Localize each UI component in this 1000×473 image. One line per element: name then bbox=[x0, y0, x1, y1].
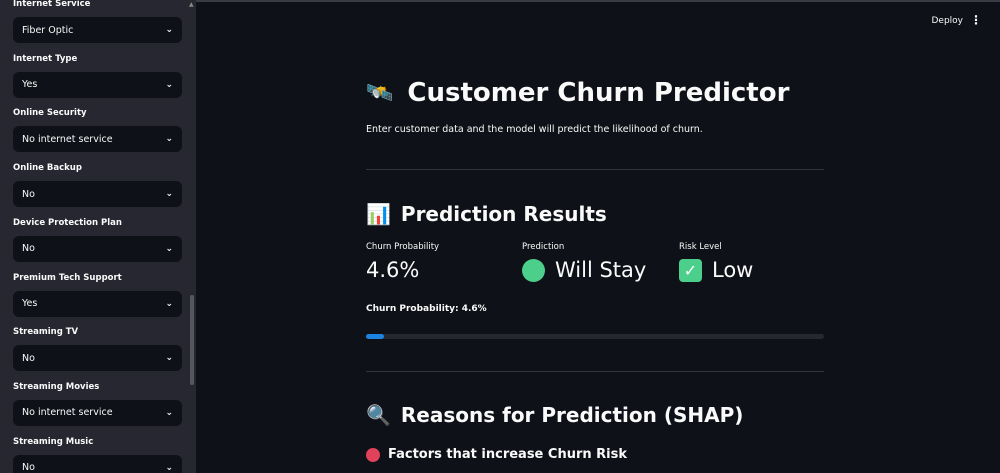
divider bbox=[366, 169, 824, 170]
select-value: No internet service bbox=[22, 133, 113, 145]
sidebar-field: Streaming Movies No internet service ⌄ bbox=[13, 382, 182, 426]
check-mark-icon: ✓ bbox=[679, 258, 702, 282]
select-value: No bbox=[22, 188, 35, 200]
sidebar-field: Streaming Music No ⌄ bbox=[13, 437, 182, 473]
page-subtitle: Enter customer data and the model will p… bbox=[366, 124, 703, 135]
progress-fill bbox=[366, 334, 384, 339]
field-label: Online Security bbox=[13, 108, 87, 119]
field-label: Streaming TV bbox=[13, 327, 79, 338]
deploy-button[interactable]: Deploy bbox=[931, 16, 963, 26]
red-circle-icon bbox=[366, 447, 380, 462]
scroll-up-icon[interactable]: ▲ bbox=[189, 1, 194, 8]
chevron-down-icon: ⌄ bbox=[165, 462, 173, 473]
divider bbox=[366, 371, 824, 372]
chevron-down-icon: ⌄ bbox=[165, 134, 173, 145]
select-value: Yes bbox=[22, 79, 38, 91]
select-box[interactable]: No internet service ⌄ bbox=[13, 126, 182, 153]
reasons-heading: 🔍 Reasons for Prediction (SHAP) bbox=[366, 403, 744, 427]
select-box[interactable]: Yes ⌄ bbox=[13, 71, 182, 98]
sidebar-scrollbar[interactable] bbox=[190, 295, 194, 385]
select-value: Fiber Optic bbox=[22, 24, 74, 36]
field-label: Online Backup bbox=[13, 163, 82, 174]
select-value: No bbox=[22, 462, 35, 473]
churn-progress-bar bbox=[366, 334, 824, 339]
select-value: No bbox=[22, 352, 35, 364]
sidebar-field: Online Backup No ⌄ bbox=[13, 163, 182, 208]
select-box[interactable]: No internet service ⌄ bbox=[13, 399, 182, 426]
select-value: No internet service bbox=[22, 407, 113, 419]
sidebar: Internet Service Fiber Optic ⌄ Internet Ty… bbox=[0, 0, 196, 473]
page-title: 🛰️ Customer Churn Predictor bbox=[366, 78, 790, 108]
chevron-down-icon: ⌄ bbox=[165, 353, 173, 364]
sidebar-field: Device Protection Plan No ⌄ bbox=[13, 218, 182, 262]
sidebar-field: Internet Type Yes ⌄ bbox=[13, 54, 182, 98]
satellite-icon: 🛰️ bbox=[366, 80, 394, 106]
select-value: Yes bbox=[22, 298, 38, 309]
select-value: No bbox=[22, 243, 35, 255]
select-box[interactable]: Yes ⌄ bbox=[13, 290, 182, 317]
bar-chart-icon: 📊 bbox=[366, 202, 391, 226]
main-menu-icon[interactable]: ⋮ bbox=[970, 13, 982, 27]
select-box[interactable]: No ⌄ bbox=[13, 345, 182, 372]
results-heading: 📊 Prediction Results bbox=[366, 202, 607, 226]
chevron-down-icon: ⌄ bbox=[165, 25, 173, 35]
sidebar-field: Internet Service Fiber Optic ⌄ bbox=[13, 0, 182, 43]
factors-increase-heading: Factors that increase Churn Risk bbox=[366, 447, 627, 462]
select-box[interactable]: No ⌄ bbox=[13, 454, 182, 473]
select-box[interactable]: No ⌄ bbox=[13, 235, 182, 262]
metric-prediction: Prediction Will Stay bbox=[522, 242, 647, 282]
chevron-down-icon: ⌄ bbox=[165, 79, 173, 90]
chevron-down-icon: ⌄ bbox=[165, 189, 173, 200]
chevron-down-icon: ⌄ bbox=[165, 407, 173, 418]
magnifier-icon: 🔍 bbox=[366, 403, 391, 427]
select-box[interactable]: Fiber Optic ⌄ bbox=[13, 17, 182, 43]
field-label: Premium Tech Support bbox=[13, 272, 122, 283]
select-box[interactable]: No ⌄ bbox=[13, 181, 182, 208]
sidebar-field: Premium Tech Support Yes ⌄ bbox=[13, 273, 182, 317]
sidebar-field: Streaming TV No ⌄ bbox=[13, 327, 182, 372]
progress-label: Churn Probability: 4.6% bbox=[366, 304, 487, 314]
field-label: Internet Service bbox=[13, 0, 91, 9]
field-label: Streaming Music bbox=[13, 436, 94, 447]
field-label: Streaming Movies bbox=[13, 381, 100, 392]
chevron-down-icon: ⌄ bbox=[165, 298, 173, 309]
field-label: Internet Type bbox=[13, 53, 78, 64]
green-circle-icon bbox=[522, 258, 545, 282]
metric-risk-level: Risk Level ✓ Low bbox=[679, 242, 754, 282]
top-bar: Deploy ⋮ bbox=[196, 0, 1000, 40]
sidebar-field: Online Security No internet service ⌄ bbox=[13, 108, 182, 153]
metric-churn-probability: Churn Probability 4.6% bbox=[366, 242, 440, 282]
chevron-down-icon: ⌄ bbox=[165, 243, 173, 254]
field-label: Device Protection Plan bbox=[13, 217, 122, 228]
